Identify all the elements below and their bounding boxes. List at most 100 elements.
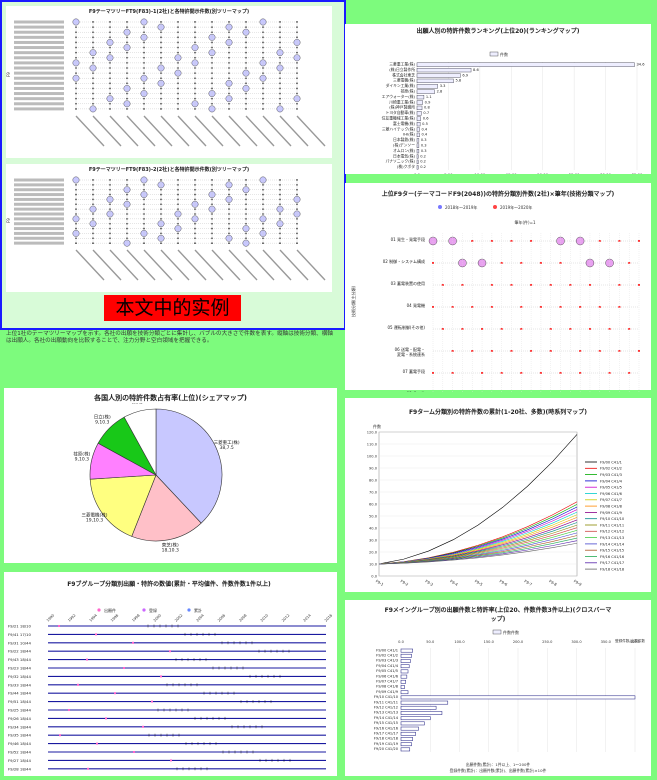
pie-title: 各国人別の特許件数占有率(上位)(シェアマップ) xyxy=(4,394,337,403)
gantt-start-mark xyxy=(77,684,79,686)
tree-row-label xyxy=(14,232,64,235)
crossbar-xtick: 350.0 xyxy=(601,640,612,644)
pie-label: 18,10.3 xyxy=(162,548,179,554)
gantt-row-label: F9/23 18/44 xyxy=(8,666,31,671)
ranking-value: 34.6 xyxy=(636,63,645,67)
bubble-chart: 2018年〜2019年2019年〜2020年筆年(件)=101 発生・発電手段0… xyxy=(345,197,651,392)
crossbar-xtick: 300.0 xyxy=(571,640,582,644)
tree-col-label xyxy=(246,250,274,280)
tree-row-label xyxy=(14,208,64,211)
ts-legend-label: F9/14 C41/14 xyxy=(600,542,625,546)
crossbar-row-label: F9/06 C41/6 xyxy=(376,674,399,678)
ts-xtick: F9-3 xyxy=(424,578,434,587)
gantt-row-label: F9/32 18/44 xyxy=(8,674,31,679)
crossbar-xtick: 150.0 xyxy=(484,640,495,644)
ranking-bar xyxy=(417,101,423,105)
ts-ytick: 120.0 xyxy=(367,431,378,435)
gantt-start-mark xyxy=(132,642,134,644)
ts-legend-label: F9/18 C41/18 xyxy=(600,568,625,572)
crossbar-chart: 件数件数登録件数/出願件数0.050.0100.0150.0200.0250.0… xyxy=(345,612,651,776)
crossbar-xtick: 100.0 xyxy=(454,640,465,644)
ts-legend-label: F9/03 C41/3 xyxy=(600,473,622,477)
ranking-value: 0.2 xyxy=(420,154,426,158)
ranking-name: 日本製鉄(株) xyxy=(393,137,415,142)
crossbar-panel: F9メイングループ別の出願件数と特許率(上位20、件数件数3件以上)(クロスバー… xyxy=(345,600,651,776)
tree-col-label xyxy=(280,250,308,280)
tree-col-label xyxy=(110,250,138,280)
gantt-row-label: F9/46 18/44 xyxy=(8,741,31,746)
ranking-bar xyxy=(417,79,453,83)
crossbar-legend-swatch xyxy=(493,630,501,634)
gantt-xtick: 2004 xyxy=(196,613,206,623)
gantt-row-label: F9/52 18/44 xyxy=(8,750,31,755)
ranking-bar xyxy=(417,144,419,148)
ts-ytick: 10.0 xyxy=(369,563,378,567)
bubble-row-label: 08 その他 xyxy=(407,390,425,392)
ranking-bar xyxy=(417,133,420,137)
ranking-bar xyxy=(417,138,419,142)
ranking-bar xyxy=(417,111,421,115)
ranking-name: 株式会社東芝 xyxy=(392,72,415,77)
ts-xtick: F9-8 xyxy=(548,578,558,587)
gantt-xtick: 1996 xyxy=(110,613,120,623)
crossbar-bar xyxy=(401,722,424,725)
tree-row-label xyxy=(14,67,64,70)
tree-axis-label: F9 xyxy=(6,218,11,223)
tree-col-label xyxy=(127,250,155,280)
gantt-row-label: F9/43 18/44 xyxy=(8,657,31,662)
tree-row-label xyxy=(14,242,64,245)
gantt-start-mark xyxy=(151,701,153,703)
ranking-value: 0.3 xyxy=(421,138,427,142)
ts-xtick: F9-4 xyxy=(449,578,459,587)
ts-legend-label: F9/13 C41/13 xyxy=(600,536,624,540)
tree-row-label xyxy=(14,203,64,206)
tree-row-label xyxy=(14,213,64,216)
ranking-name: 富士電機(株) xyxy=(393,121,415,126)
crossbar-row-label: F9/03 C41/3 xyxy=(376,659,398,663)
ranking-legend-label: 件数 xyxy=(500,51,508,57)
pie-label: 9,10.3 xyxy=(95,419,109,425)
tree-col-label xyxy=(110,116,138,146)
ts-xtick: F9-5 xyxy=(474,578,484,587)
crossbar-legend-label: 件数件数 xyxy=(503,629,519,635)
tree-row-label xyxy=(14,61,64,64)
tree-col-label xyxy=(263,116,291,146)
ts-ylabel: 件数 xyxy=(373,423,381,429)
tree-row-label xyxy=(14,188,64,191)
gantt-start-mark xyxy=(96,743,98,745)
crossbar-bar xyxy=(401,675,407,678)
gantt-xtick: 2010 xyxy=(260,613,270,623)
crossbar-row-label: F9/04 C41/4 xyxy=(376,664,399,668)
tree-row-label xyxy=(14,217,64,220)
tree-col-label xyxy=(127,116,155,146)
tree-row-label xyxy=(14,222,64,225)
ranking-value: 0.5 xyxy=(422,122,428,126)
ranking-bar xyxy=(417,90,435,94)
tree-row-label xyxy=(14,46,64,49)
gantt-row-label: F9/27 18/44 xyxy=(8,758,31,763)
crossbar-bar xyxy=(401,706,436,709)
gantt-start-mark xyxy=(105,717,107,719)
bubble-row-label: 04 発電機 xyxy=(407,302,425,308)
gantt-xtick: 2014 xyxy=(302,613,312,623)
bubble-row-label: 05 運転制御(その他) xyxy=(388,324,426,330)
ranking-tick: 10.00 xyxy=(474,172,485,174)
tree-row-label xyxy=(14,31,64,34)
tree-row-label xyxy=(14,183,64,186)
tree-col-label xyxy=(93,250,121,280)
bubble-row-label: 03 蓄電装置の使用 xyxy=(391,280,425,286)
ranking-tick: 30.00 xyxy=(600,172,611,174)
gantt-xtick: 2012 xyxy=(281,613,290,622)
crossbar-bar xyxy=(401,737,413,740)
pie-label: 38,7.5 xyxy=(219,445,233,451)
bubble-row-label: 01 発生・発電手段 xyxy=(391,236,425,242)
crossbar-row-label: F9/18 C41/18 xyxy=(374,737,399,741)
crossbar-row-label: F9/15 C41/15 xyxy=(374,721,398,725)
ranking-name: エアウォーター(株) xyxy=(382,94,416,99)
bubble-row-label: 変電・系統連系 xyxy=(397,351,425,357)
bubble-row-label: 07 蓄電手段 xyxy=(403,368,425,374)
tree-col-label xyxy=(263,250,291,280)
ranking-bar xyxy=(417,165,418,169)
ranking-bar xyxy=(417,160,418,164)
gantt-start-mark xyxy=(114,692,116,694)
